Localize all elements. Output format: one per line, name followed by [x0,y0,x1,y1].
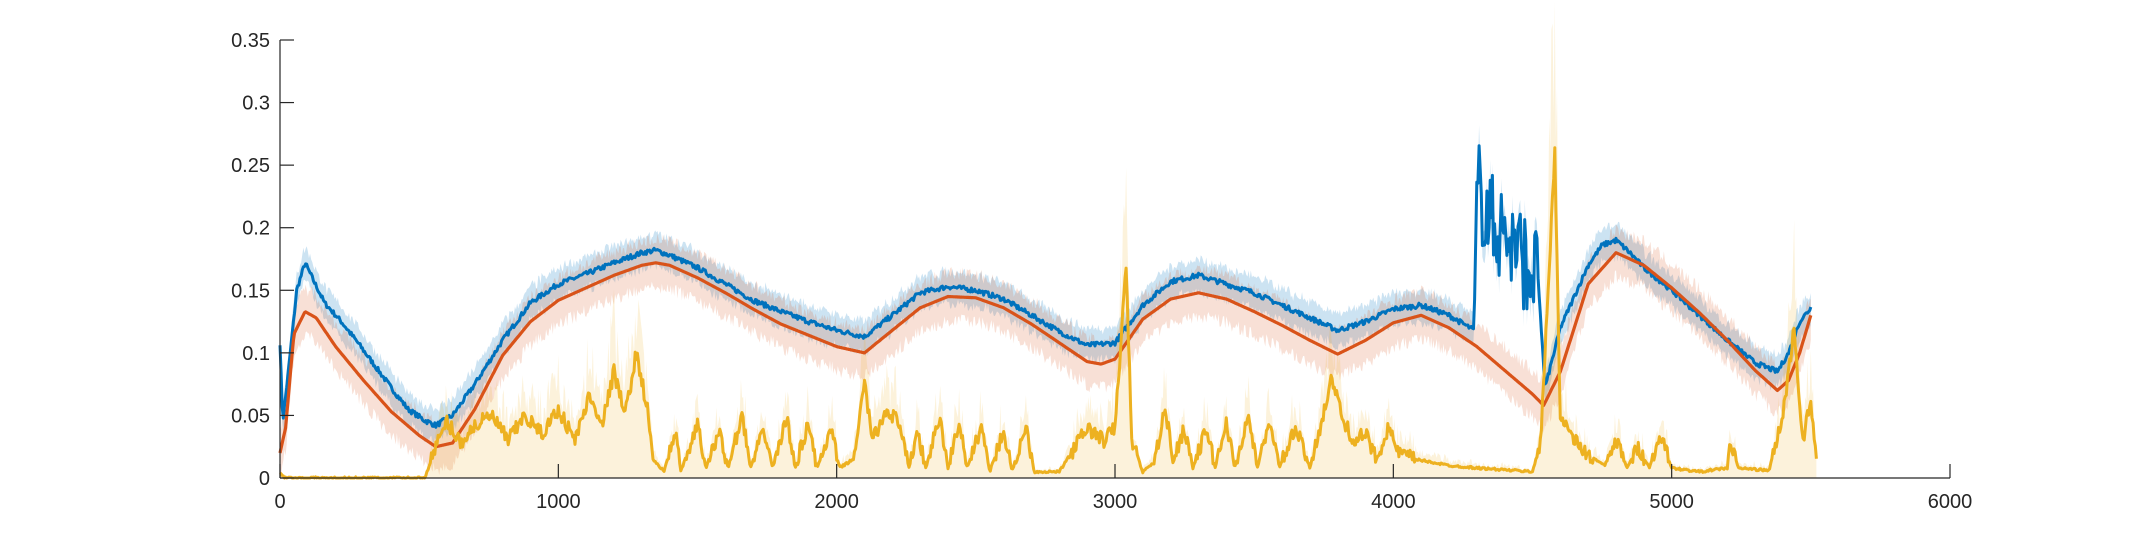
series-1-line [278,144,1813,429]
y-tick-label: 0.25 [231,155,270,177]
x-tick-label: 3000 [1093,491,1138,513]
x-tick-label: 5000 [1649,491,1694,513]
y-tick-label: 0.35 [231,30,270,52]
x-tick-label: 6000 [1928,491,1973,513]
series-3-band [280,1,1817,479]
x-tick-label: 2000 [814,491,859,513]
y-tick-label: 0.05 [231,405,270,427]
confidence-bands [280,1,1817,479]
series-lines [278,144,1818,480]
axes: 0 1000 2000 3000 4000 5000 6000 0 0.05 0.1 0.15 0.2… [231,30,1972,513]
y-tick-label: 0.1 [242,343,270,365]
x-tick-label: 4000 [1371,491,1416,513]
y-tick-label: 0 [259,468,270,490]
y-tick-label: 0.2 [242,218,270,240]
series-2-line [278,251,1813,454]
x-tick-label: 1000 [536,491,581,513]
series-3-line [278,146,1818,480]
x-tick-label: 0 [274,491,285,513]
series-2-band [280,224,1811,478]
y-tick-label: 0.15 [231,280,270,302]
y-tick-label: 0.3 [242,93,270,115]
series-1-band [280,125,1811,443]
